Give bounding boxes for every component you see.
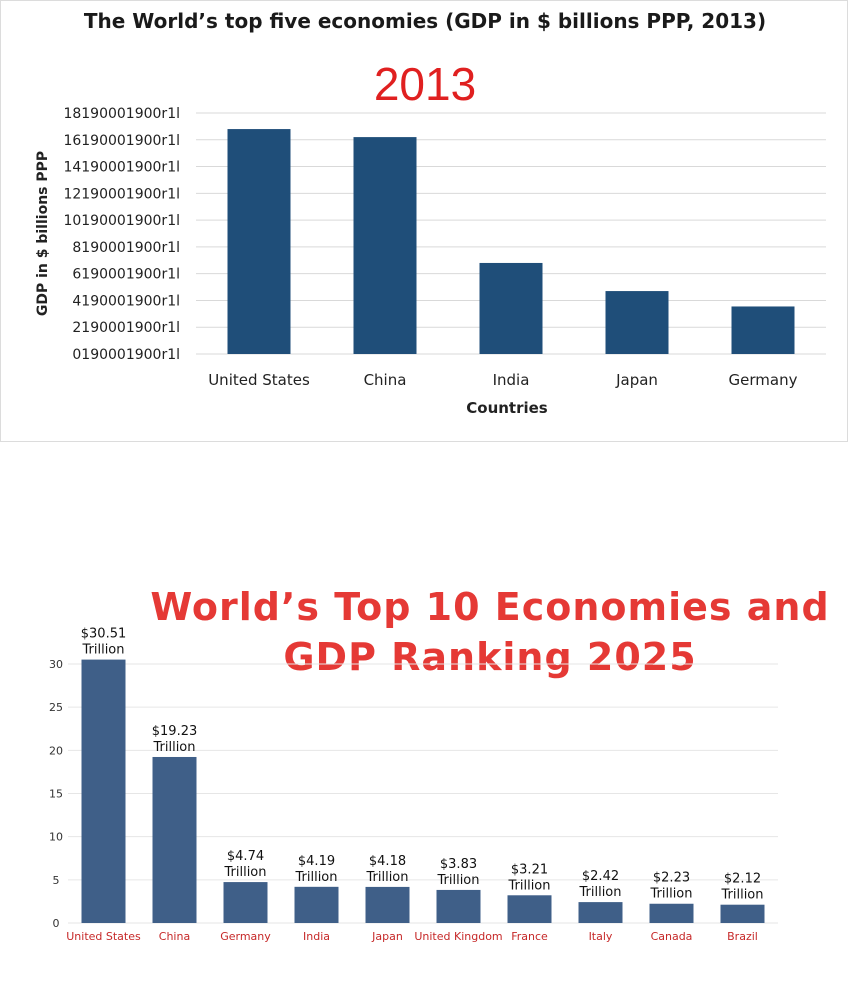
x-tick-label: Italy [589,930,613,943]
unit-label: Trillion [436,873,479,888]
unit-label: Trillion [649,887,692,902]
x-tick-label: China [364,371,407,389]
chart-2013-panel: The World’s top five economies (GDP in $… [0,0,848,442]
unit-label: Trillion [365,870,408,885]
y-tick-label: 20 [49,744,63,757]
x-tick-label: Japan [615,371,658,389]
bar [605,291,669,354]
x-tick-label: Germany [220,930,271,943]
y-tick-label: 8190001900r1l [72,240,180,256]
chart-2013-plot: 0190001900r1l 2190001900r1l 4190001900r1l 6… [35,106,826,417]
bar [507,895,552,923]
chart-2013-title: The World’s top five economies (GDP in $… [83,9,767,33]
y-tick-label: 10 [49,831,63,844]
chart-2025-panel: World’s Top 10 Economies and GDP Ranking… [0,560,848,996]
y-tick-label: 16190001900r1l [63,133,180,149]
x-tick-label: Canada [651,930,693,943]
y-tick-label: 4190001900r1l [72,293,180,309]
y-tick-label: 30 [49,658,63,671]
unit-label: Trillion [223,865,266,880]
y-tick-label: 6190001900r1l [72,267,180,283]
value-label: $19.23 [152,724,198,739]
y-tick-label: 14190001900r1l [63,160,180,176]
value-label: $4.18 [369,854,406,869]
x-tick-label: Japan [371,930,403,943]
x-tick-label: United States [208,371,310,389]
bar [365,886,410,923]
bar [227,129,291,354]
value-label: $2.12 [724,872,761,887]
y-tick-label: 2190001900r1l [72,320,180,336]
x-tick-label: Germany [729,371,798,389]
y-tick-label: 0 [53,917,60,930]
y-tick-label: 12190001900r1l [63,186,180,202]
bar [436,889,481,923]
unit-label: Trillion [720,888,763,903]
bar [353,137,417,354]
x-tick-label: Brazil [727,930,758,943]
chart-2013-year-label: 2013 [373,58,477,110]
unit-label: Trillion [81,643,124,658]
unit-label: Trillion [152,740,195,755]
chart-2025-title: World’s Top 10 Economies and GDP Ranking… [150,585,830,679]
value-label: $2.42 [582,869,619,884]
bar [223,882,268,923]
value-label: $30.51 [81,627,127,642]
y-tick-label: 0190001900r1l [72,347,180,363]
x-tick-label: China [159,930,190,943]
x-axis-label: Countries [466,399,548,417]
y-tick-label: 18190001900r1l [63,106,180,122]
x-tick-label: India [303,930,330,943]
value-label: $2.23 [653,871,690,886]
unit-label: Trillion [507,878,550,893]
value-label: $3.83 [440,857,477,872]
x-tick-label: India [493,371,530,389]
bar [152,756,197,923]
y-tick-label: 25 [49,701,63,714]
y-tick-label: 5 [53,874,60,887]
value-label: $4.19 [298,854,335,869]
value-label: $4.74 [227,849,264,864]
bar [81,659,126,923]
y-tick-label: 15 [49,788,63,801]
bar [294,886,339,923]
y-axis-label: GDP in $ billions PPP [35,151,51,316]
x-tick-label: United States [66,930,141,943]
bar [479,262,543,354]
bar [578,902,623,923]
bar [649,903,694,923]
unit-label: Trillion [578,885,621,900]
x-tick-label: France [511,930,548,943]
unit-label: Trillion [294,870,337,885]
value-label: $3.21 [511,862,548,877]
bar [720,904,765,923]
bar [731,306,795,354]
x-tick-label: United Kingdom [414,930,502,943]
y-tick-label: 10190001900r1l [63,213,180,229]
